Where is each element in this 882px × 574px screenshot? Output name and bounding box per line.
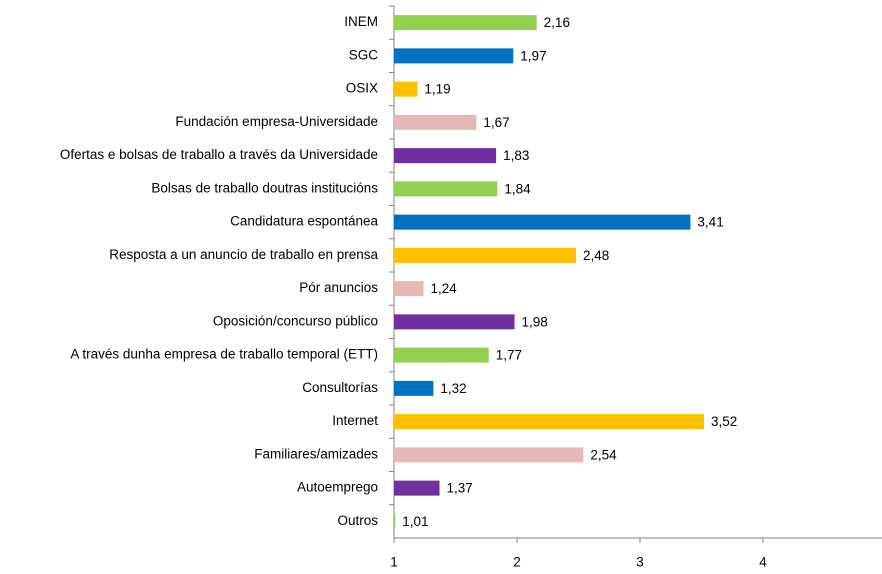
bar [394,480,440,496]
y-tick-label: INEM [344,14,378,29]
y-tick-label: SGC [349,47,379,62]
y-tick-label: Autoemprego [297,480,378,495]
y-tick-label: Bolsas de traballo doutras institucións [151,180,378,195]
y-tick-label: OSIX [346,81,378,96]
value-label: 1,32 [440,381,466,396]
y-tick-label: Pór anuncios [299,280,378,295]
bar [394,314,515,330]
bar [394,447,584,463]
bar [394,48,514,64]
bar [394,414,704,430]
x-tick-label: 3 [636,555,644,570]
value-label: 2,16 [544,15,570,30]
bar [394,513,396,529]
bar [394,15,537,31]
value-label: 1,84 [504,181,531,196]
value-label: 1,24 [431,281,458,296]
bar [394,380,434,396]
value-label: 1,67 [483,115,509,130]
y-tick-label: Resposta a un anuncio de traballo en pre… [109,247,378,262]
bar [394,347,489,363]
y-tick-label: Consultorías [302,380,378,395]
value-label: 2,48 [583,248,609,263]
y-tick-label: Oposición/concurso público [213,313,378,328]
y-tick-label: Internet [332,413,378,428]
bar [394,148,497,164]
y-tick-label: Fundación empresa-Universidade [175,114,378,129]
y-tick-label: Outros [337,513,378,528]
value-label: 1,83 [503,148,529,163]
value-label: 1,19 [424,82,450,97]
bar [394,81,418,97]
bar [394,181,498,197]
bar [394,281,424,297]
bar [394,114,477,130]
x-tick-label: 2 [513,555,521,570]
value-label: 2,54 [590,447,617,462]
value-label: 3,41 [697,215,723,230]
y-tick-label: A través dunha empresa de traballo tempo… [70,347,378,362]
value-label: 1,77 [496,348,522,363]
x-tick-label: 4 [759,555,767,570]
y-tick-label: Candidatura espontánea [230,214,378,229]
y-tick-label: Familiares/amizades [254,446,378,461]
value-label: 3,52 [711,414,737,429]
y-tick-label: Ofertas e bolsas de traballo a través da… [60,147,378,162]
x-tick-label: 1 [390,555,398,570]
value-label: 1,98 [522,314,548,329]
value-label: 1,37 [447,481,473,496]
bar [394,247,577,263]
bar [394,214,691,230]
value-label: 1,01 [402,514,428,529]
value-label: 1,97 [520,48,546,63]
